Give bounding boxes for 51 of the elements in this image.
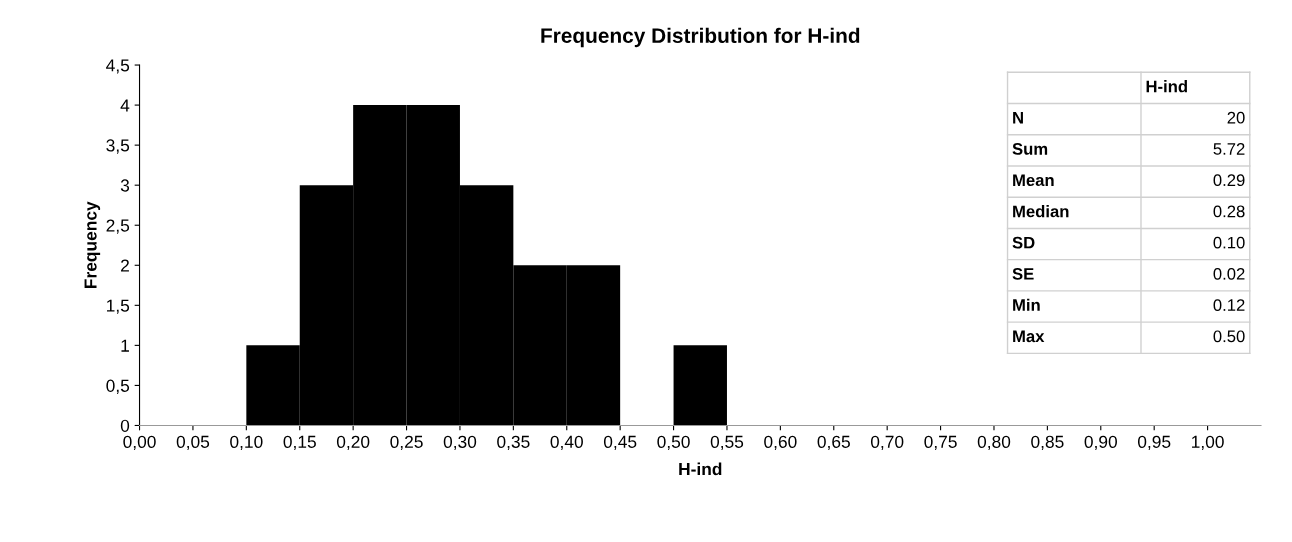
annotation: Min [1013, 298, 1040, 311]
x-tick-label: 0,05 [176, 435, 210, 450]
x-tick-label: 0,90 [1084, 435, 1117, 450]
x-tick-label: 0,20 [336, 435, 370, 450]
annotation: 0.29 [1213, 174, 1245, 187]
x-axis-title: H-ind [679, 462, 722, 476]
x-tick-label: 0,85 [1031, 435, 1064, 450]
y-tick-label: 4,5 [106, 59, 130, 74]
annotation: N [1013, 111, 1023, 124]
y-tick-label: 0,5 [106, 379, 130, 394]
x-tick-label: 0,60 [764, 435, 797, 450]
y-tick-label: 2,5 [106, 219, 130, 234]
x-tick-label: 0,95 [1137, 435, 1171, 450]
x-tick-label: 0,70 [870, 435, 904, 450]
y-tick-label: 0 [120, 419, 130, 432]
y-tick-label: 2 [121, 259, 129, 272]
x-tick-label: 0,50 [657, 435, 690, 450]
annotation: 20 [1227, 111, 1245, 124]
annotation: Sum [1012, 143, 1048, 155]
y-tick-label: 4 [120, 99, 130, 112]
annotation: 0.10 [1213, 236, 1245, 249]
x-tick-label: 0,45 [603, 435, 637, 450]
x-tick-label: 0,80 [977, 435, 1011, 450]
annotation: Mean [1013, 174, 1054, 187]
x-tick-label: 0,75 [924, 435, 957, 450]
x-tick-label: 0,65 [817, 435, 850, 450]
chart-title: Frequency Distribution for H-ind [541, 27, 860, 48]
annotation: SE [1012, 267, 1034, 280]
annotation: 0.02 [1213, 267, 1245, 280]
annotation: 0.12 [1213, 299, 1245, 311]
annotation: H-ind [1146, 80, 1187, 93]
annotation: 0.28 [1213, 205, 1245, 218]
y-tick-label: 1,5 [107, 299, 130, 314]
x-tick-label: 0,40 [550, 435, 583, 450]
x-tick-label: 1,00 [1192, 435, 1224, 450]
annotation: 5.72 [1213, 143, 1245, 155]
x-tick-label: 0,25 [390, 435, 423, 450]
x-tick-label: 0,15 [283, 435, 316, 450]
y-axis-title: Frequency [84, 201, 101, 288]
annotation: Max [1013, 330, 1045, 343]
annotation: 0.50 [1213, 330, 1245, 343]
x-tick-label: 0,30 [443, 435, 477, 450]
y-tick-label: 3 [120, 179, 130, 192]
x-tick-label: 0,10 [230, 435, 263, 450]
annotation: SD [1012, 236, 1035, 249]
y-tick-label: 1 [121, 339, 129, 352]
y-tick-label: 3,5 [106, 139, 130, 154]
x-tick-label: 0,55 [710, 435, 744, 450]
annotation: Median [1013, 205, 1069, 218]
x-tick-label: 0,35 [497, 435, 530, 450]
x-tick-label: 0,00 [123, 435, 156, 450]
